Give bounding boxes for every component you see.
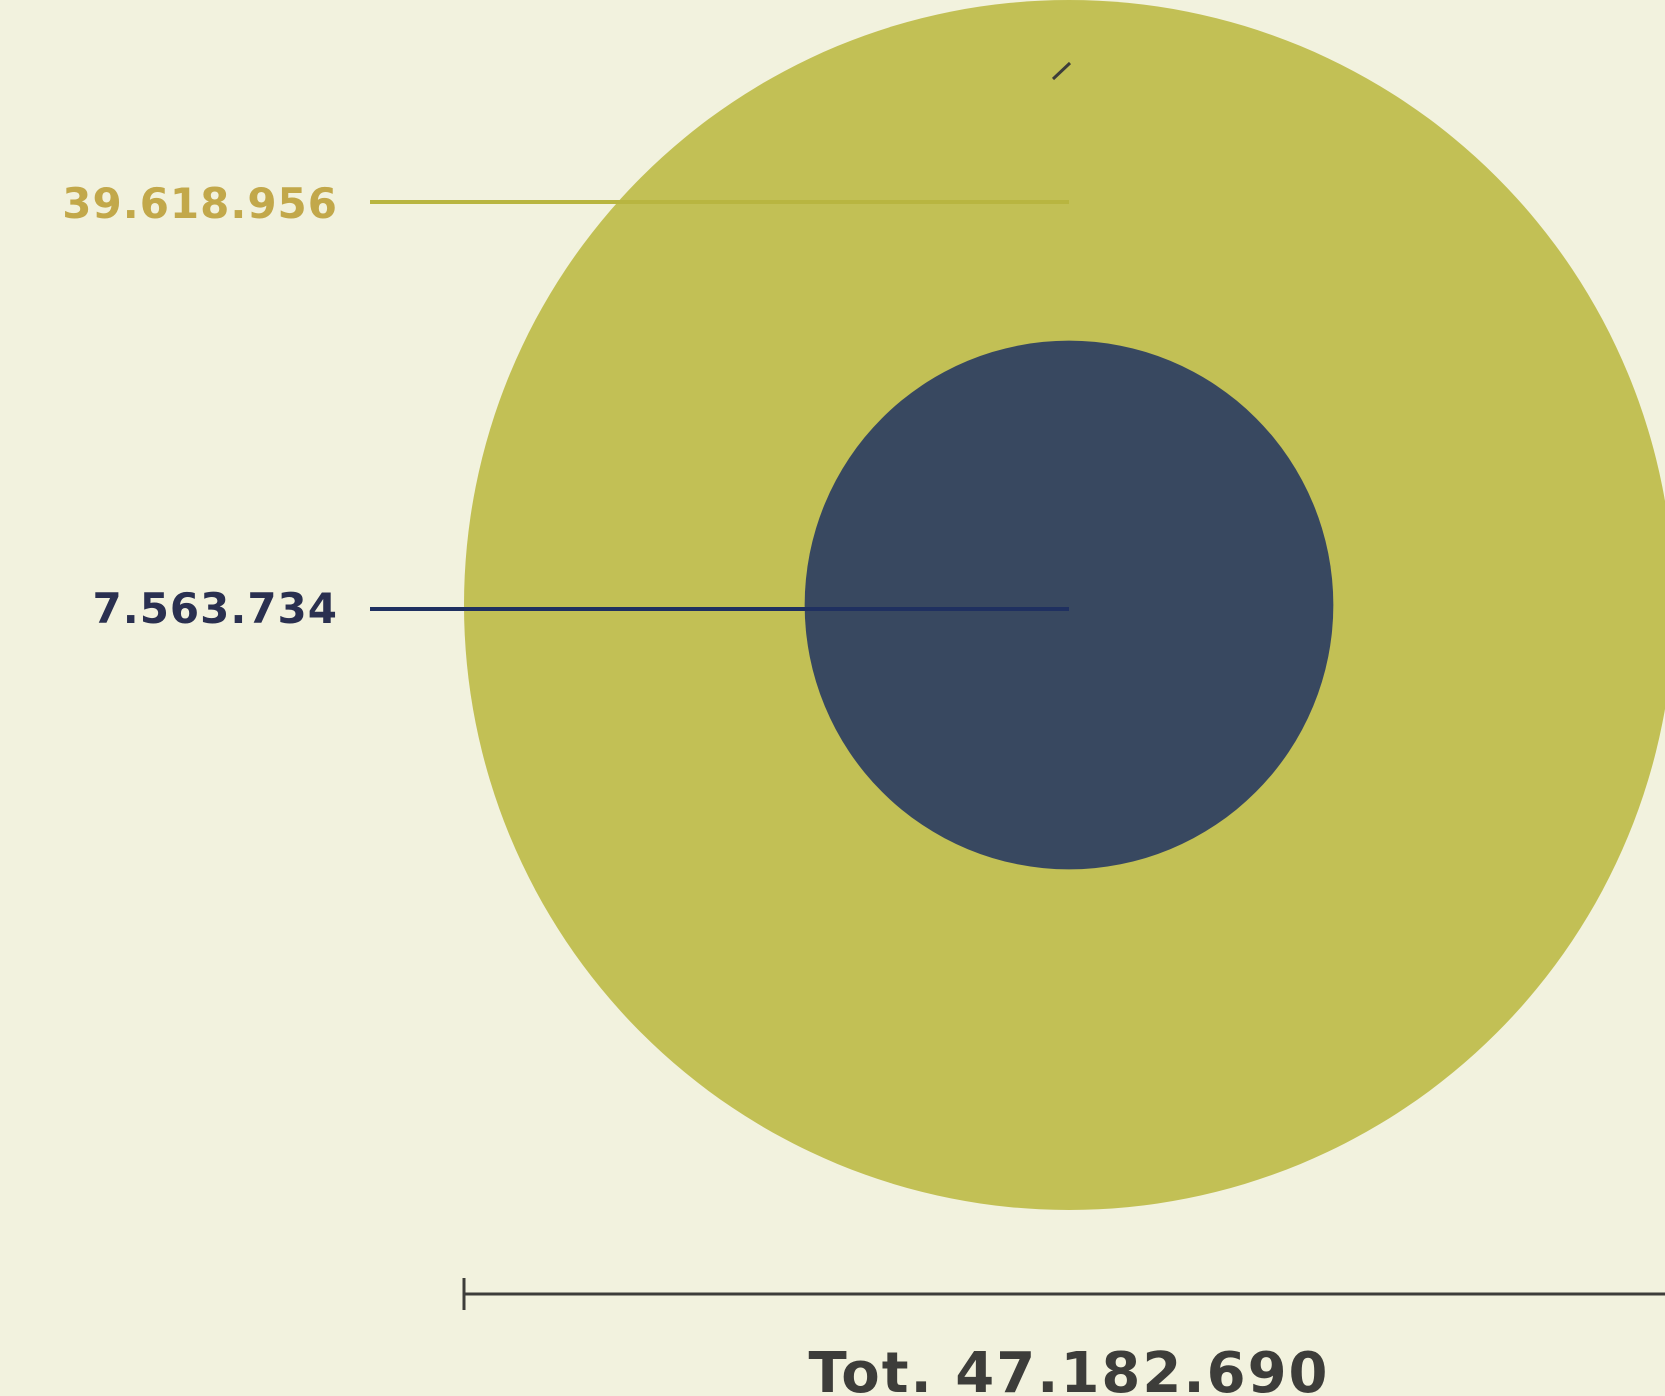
total-label: Tot. 47.182.690 xyxy=(808,1341,1329,1396)
bubble-inner xyxy=(804,340,1334,870)
top-tick-mark xyxy=(1051,61,1072,81)
value-label-outer: 39.618.956 xyxy=(62,179,338,228)
value-label-inner: 7.563.734 xyxy=(93,584,338,633)
